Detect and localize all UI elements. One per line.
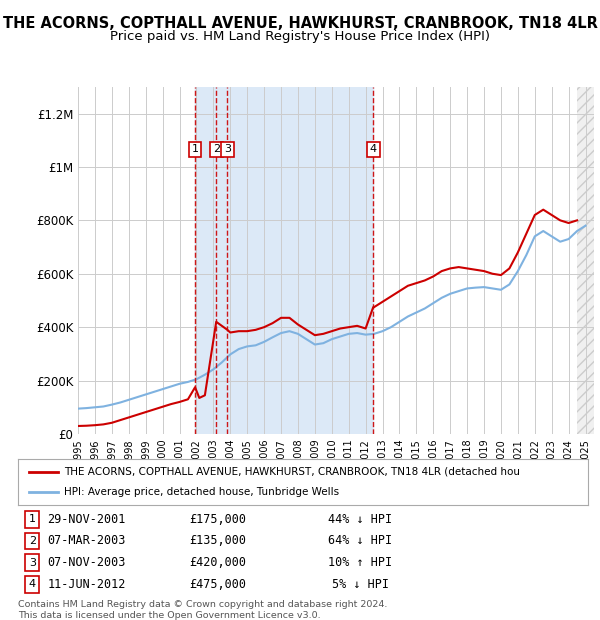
Text: THE ACORNS, COPTHALL AVENUE, HAWKHURST, CRANBROOK, TN18 4LR (detached hou: THE ACORNS, COPTHALL AVENUE, HAWKHURST, …	[64, 467, 520, 477]
Text: 2: 2	[29, 536, 36, 546]
Text: Contains HM Land Registry data © Crown copyright and database right 2024.
This d: Contains HM Land Registry data © Crown c…	[18, 600, 388, 619]
Text: HPI: Average price, detached house, Tunbridge Wells: HPI: Average price, detached house, Tunb…	[64, 487, 339, 497]
Text: 11-JUN-2012: 11-JUN-2012	[47, 578, 125, 591]
Bar	[577, 87, 594, 434]
Text: £420,000: £420,000	[189, 556, 246, 569]
Text: 5% ↓ HPI: 5% ↓ HPI	[331, 578, 389, 591]
Text: 4: 4	[29, 579, 36, 590]
Text: 07-NOV-2003: 07-NOV-2003	[47, 556, 125, 569]
Text: 1: 1	[29, 514, 36, 525]
Bar	[195, 87, 373, 434]
Text: 3: 3	[224, 144, 231, 154]
Text: 64% ↓ HPI: 64% ↓ HPI	[328, 534, 392, 547]
Text: 44% ↓ HPI: 44% ↓ HPI	[328, 513, 392, 526]
Text: £175,000: £175,000	[189, 513, 246, 526]
Text: 29-NOV-2001: 29-NOV-2001	[47, 513, 125, 526]
Text: 1: 1	[191, 144, 199, 154]
Text: 3: 3	[29, 557, 36, 568]
Text: £135,000: £135,000	[189, 534, 246, 547]
Text: 07-MAR-2003: 07-MAR-2003	[47, 534, 125, 547]
Text: 4: 4	[370, 144, 377, 154]
Text: Price paid vs. HM Land Registry's House Price Index (HPI): Price paid vs. HM Land Registry's House …	[110, 30, 490, 43]
Text: 10% ↑ HPI: 10% ↑ HPI	[328, 556, 392, 569]
Text: THE ACORNS, COPTHALL AVENUE, HAWKHURST, CRANBROOK, TN18 4LR: THE ACORNS, COPTHALL AVENUE, HAWKHURST, …	[2, 16, 598, 30]
Text: £475,000: £475,000	[189, 578, 246, 591]
Text: 2: 2	[212, 144, 220, 154]
